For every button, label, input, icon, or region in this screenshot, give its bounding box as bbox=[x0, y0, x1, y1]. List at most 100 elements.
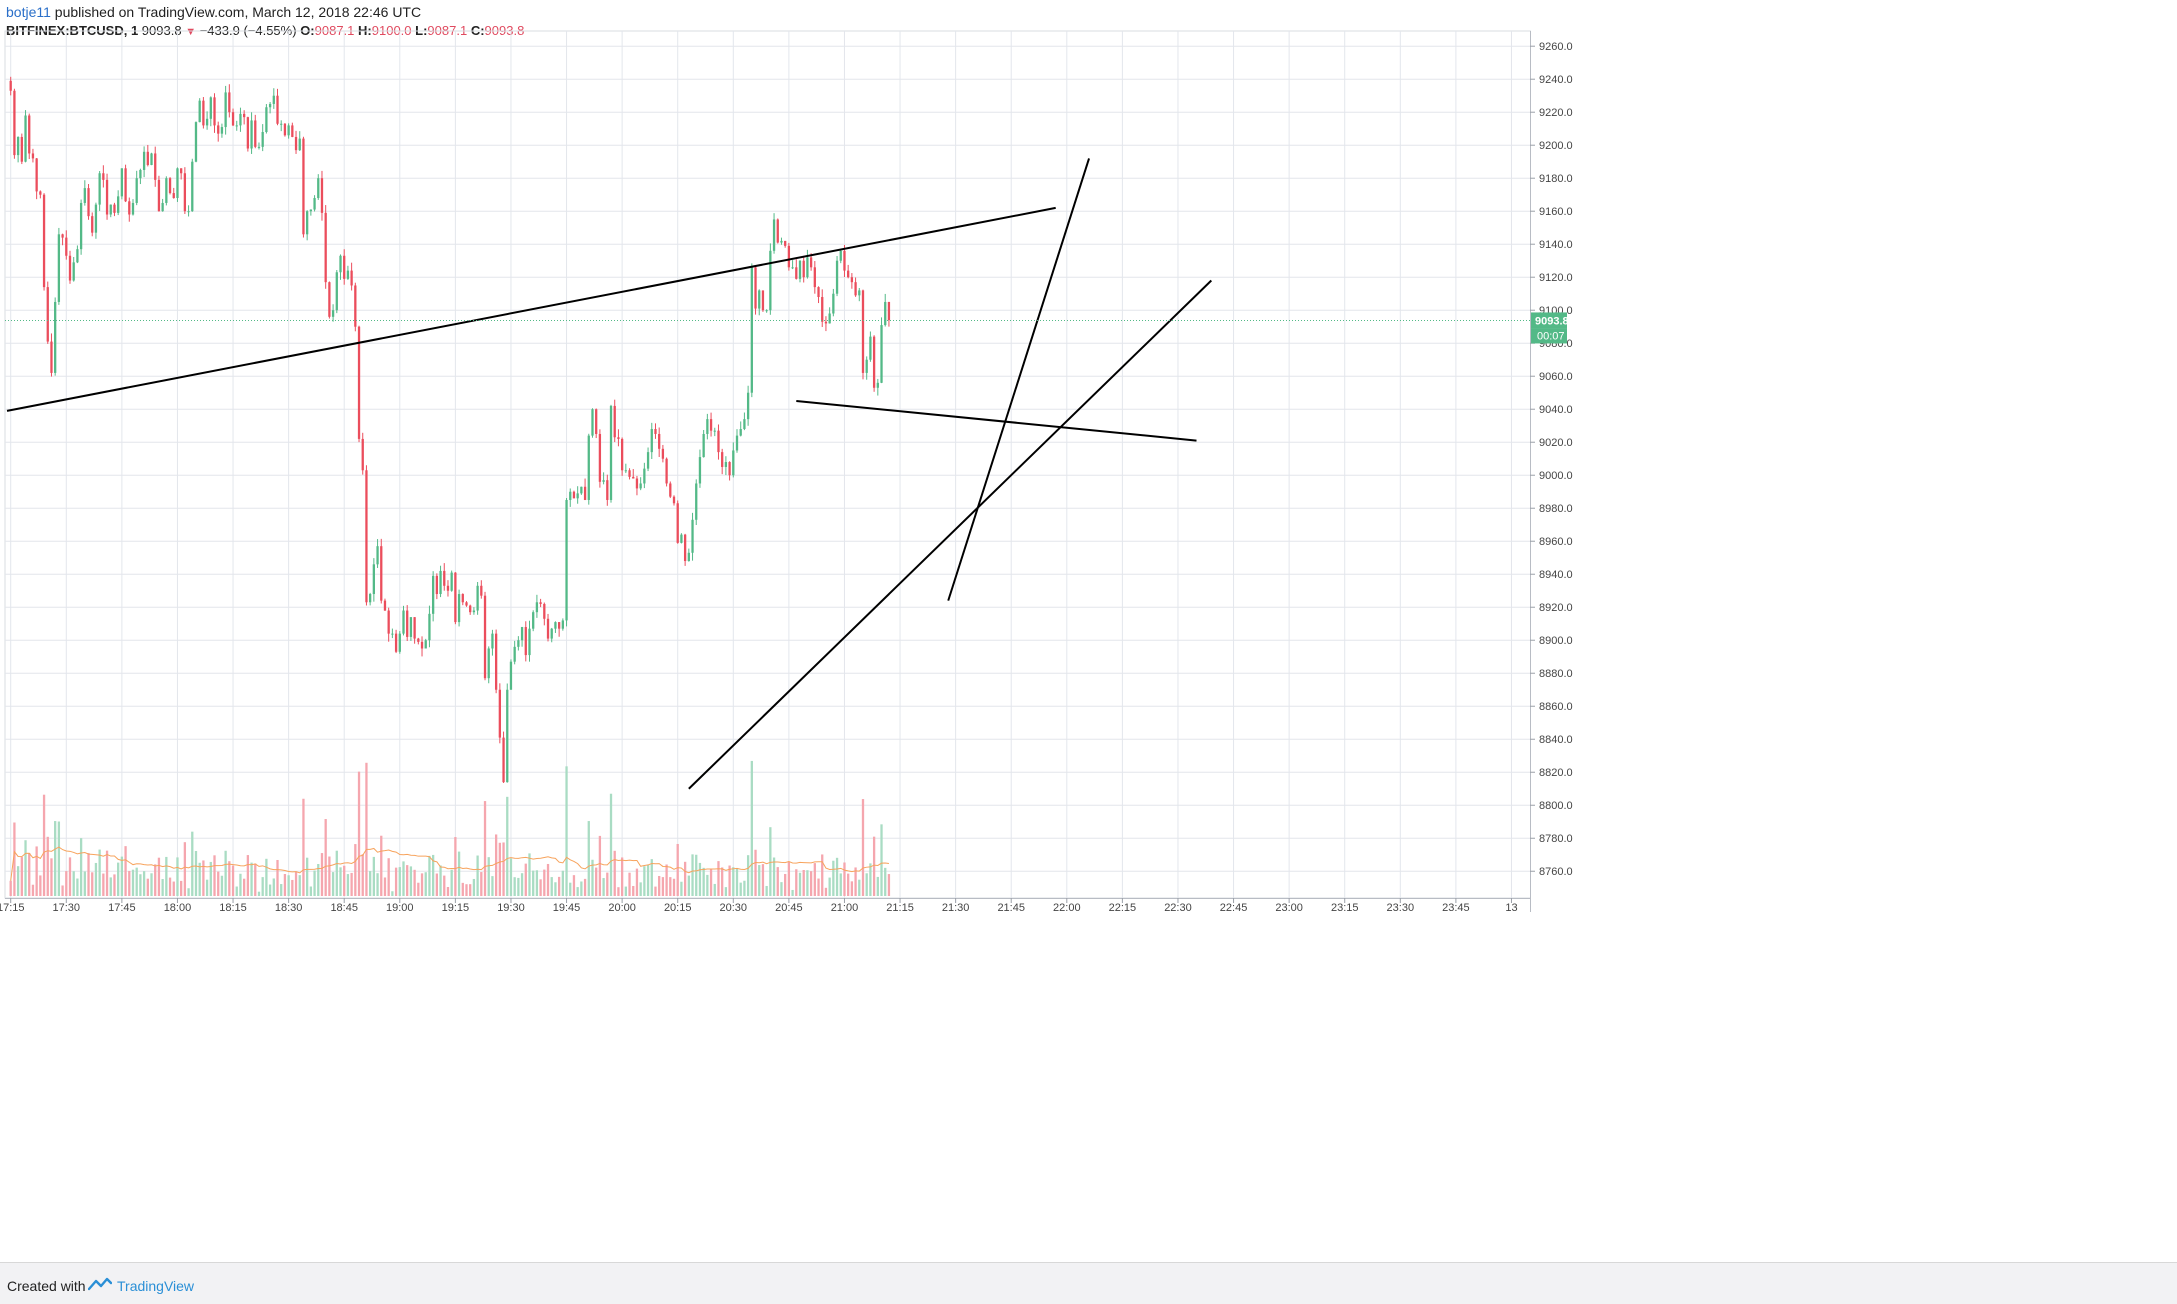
candle-body bbox=[435, 575, 438, 595]
candle-body bbox=[250, 120, 253, 149]
candle-body bbox=[698, 457, 702, 484]
volume-bar bbox=[239, 873, 242, 896]
candle-body bbox=[350, 270, 353, 286]
volume-moving-average bbox=[10, 846, 890, 881]
volume-bar bbox=[624, 886, 627, 896]
price-tick-label: 9260.0 bbox=[1539, 41, 1573, 53]
time-tick-label: 21:00 bbox=[831, 902, 859, 914]
candle-body bbox=[847, 270, 850, 278]
volume-bar bbox=[102, 873, 105, 896]
candle-body bbox=[387, 610, 390, 634]
candle-body bbox=[554, 622, 557, 629]
author-link[interactable]: botje11 bbox=[6, 4, 51, 20]
tradingview-link[interactable]: TradingView bbox=[117, 1278, 195, 1294]
volume-bar bbox=[465, 884, 468, 896]
candle-body bbox=[42, 194, 46, 288]
candle-body bbox=[413, 617, 416, 639]
volume-bar bbox=[532, 870, 535, 896]
candle-body bbox=[76, 249, 79, 263]
volume-bar bbox=[354, 844, 357, 896]
volume-bar bbox=[202, 860, 205, 896]
candle-body bbox=[732, 450, 735, 476]
volume-bar bbox=[254, 863, 257, 896]
volume-bar bbox=[172, 881, 175, 896]
candle-body bbox=[220, 127, 224, 134]
candle-body bbox=[165, 178, 168, 203]
candle-body bbox=[795, 267, 798, 279]
volume-bar bbox=[884, 867, 887, 896]
candle-body bbox=[9, 80, 12, 91]
candle-body bbox=[780, 240, 783, 243]
volume-bar bbox=[713, 883, 716, 896]
countdown-label: 00:07 bbox=[1537, 330, 1565, 342]
volume-bar bbox=[317, 864, 320, 896]
volume-bar bbox=[772, 857, 776, 896]
candle-body bbox=[735, 435, 739, 451]
volume-bar bbox=[83, 871, 86, 896]
candle-body bbox=[835, 260, 839, 294]
volume-bar bbox=[865, 873, 868, 896]
volume-bar bbox=[632, 885, 635, 896]
volume-bar bbox=[635, 868, 639, 896]
volume-bar bbox=[654, 886, 657, 896]
candle-body bbox=[205, 118, 209, 126]
candle-body bbox=[709, 419, 713, 431]
volume-bar bbox=[613, 850, 616, 896]
volume-bar bbox=[743, 880, 746, 896]
candle-body bbox=[865, 359, 868, 373]
time-tick-label: 18:30 bbox=[275, 902, 303, 914]
candle-body bbox=[872, 336, 876, 388]
candle-body bbox=[154, 153, 157, 180]
time-tick-label: 18:00 bbox=[164, 902, 192, 914]
candle-body bbox=[380, 546, 383, 601]
trendline bbox=[796, 399, 1197, 442]
price-chart[interactable]: 8760.0 8780.0 8800.0 8820.0 8840.0 8860.0 8880… bbox=[0, 0, 2177, 1262]
candle-body bbox=[417, 638, 420, 642]
time-axis[interactable]: 17:15 17:30 17:45 18:00 18:15 18:30 18:45 19:00… bbox=[0, 898, 1531, 914]
candle-body bbox=[243, 113, 246, 118]
candle-body bbox=[561, 620, 564, 629]
time-tick-label: 19:30 bbox=[497, 902, 525, 914]
time-tick-label: 21:15 bbox=[886, 902, 914, 914]
candle-body bbox=[331, 310, 335, 317]
volume-bar bbox=[361, 854, 364, 896]
candle-body bbox=[487, 648, 490, 679]
tradingview-logo-icon[interactable] bbox=[88, 1277, 112, 1291]
volume-bar bbox=[835, 857, 839, 896]
candle-body bbox=[50, 341, 53, 373]
volume-bar bbox=[391, 891, 394, 896]
volume-bar bbox=[165, 856, 168, 896]
price-axis[interactable]: 8760.0 8780.0 8800.0 8820.0 8840.0 8860.0 8880… bbox=[1530, 31, 1573, 912]
volume-bar bbox=[246, 855, 250, 896]
volume-bar bbox=[535, 870, 539, 896]
price-tick-label: 8840.0 bbox=[1539, 734, 1573, 746]
candle-body bbox=[94, 204, 98, 233]
volume-bar bbox=[261, 877, 264, 896]
volume-bar bbox=[721, 867, 724, 896]
grid-lines bbox=[4, 30, 1531, 899]
candle-body bbox=[583, 486, 587, 500]
volume-bar bbox=[872, 836, 876, 896]
volume-bar bbox=[198, 862, 201, 896]
volume-bar bbox=[787, 861, 791, 896]
volume-bar bbox=[780, 882, 783, 896]
candle-body bbox=[161, 202, 164, 212]
candle-body bbox=[39, 191, 42, 195]
candle-body bbox=[565, 499, 568, 621]
candle-body bbox=[35, 158, 38, 192]
volume-bar bbox=[795, 869, 798, 896]
candle-body bbox=[328, 282, 331, 317]
candle-body bbox=[439, 570, 442, 595]
price-tick-label: 8800.0 bbox=[1539, 800, 1573, 812]
candle-body bbox=[476, 585, 479, 611]
footer: Created with TradingView bbox=[0, 1262, 2177, 1304]
volume-bar bbox=[146, 878, 149, 896]
volume-bar bbox=[595, 867, 598, 896]
volume-bar bbox=[217, 871, 220, 896]
volume-bar bbox=[42, 794, 46, 896]
candle-body bbox=[502, 737, 505, 783]
volume-bar bbox=[506, 796, 509, 896]
volume-bar bbox=[628, 872, 631, 896]
candle-body bbox=[142, 151, 146, 170]
candle-body bbox=[869, 336, 872, 360]
